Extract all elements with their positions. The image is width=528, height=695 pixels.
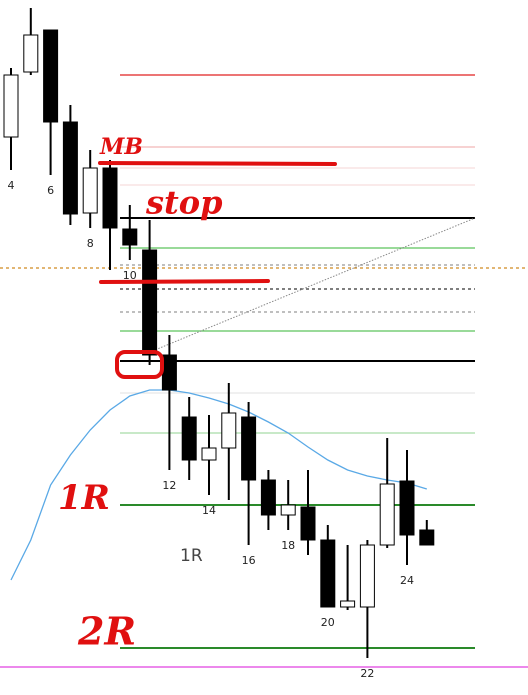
x-tick-label: 16 [242,554,256,567]
entry-circle [115,350,164,379]
candle-body [399,480,415,536]
candle-body [122,228,138,246]
mb-stroke [98,161,337,166]
candle-body [260,479,276,516]
candle-body [280,504,296,516]
annotation: MB [99,134,143,160]
candle-body [340,600,356,608]
candle-body [419,529,435,546]
x-tick-label: 20 [321,616,335,629]
x-tick-label: 8 [87,237,94,250]
x-tick-label: 14 [202,504,216,517]
x-tick-label: 22 [360,667,374,680]
x-tick-label: 4 [8,179,15,192]
annotation: stop [145,184,223,222]
candle-body [201,447,217,461]
x-tick-label: 6 [47,184,54,197]
candle-body [43,29,59,123]
annotation: 1R [58,478,110,518]
stop-stroke [99,279,270,284]
candle-body [320,539,336,608]
annotation: 2R [77,609,136,654]
candle-body [221,412,237,449]
candle-body [300,506,316,541]
candle-body [23,34,39,73]
moving-average [10,389,427,581]
candle-body [62,121,78,215]
candle-body [3,74,19,138]
candle-body [142,249,158,356]
candle-body [359,544,375,608]
x-tick-label: 12 [162,479,176,492]
measure-line [149,217,476,353]
x-tick-label: 24 [400,574,414,587]
candle-body [181,416,197,461]
candle-body [241,416,257,481]
candle-body [379,483,395,546]
candle-body [82,167,98,214]
annotation: 1R [180,546,203,566]
x-tick-label: 10 [123,269,137,282]
candle-body [102,167,118,229]
x-tick-label: 18 [281,539,295,552]
candle-body [161,354,177,391]
